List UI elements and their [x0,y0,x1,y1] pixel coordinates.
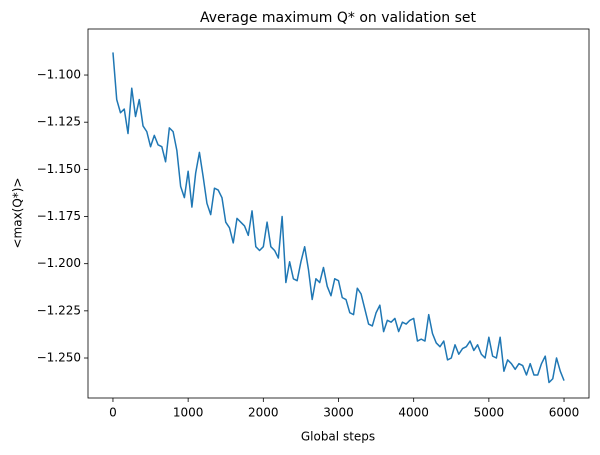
y-axis-label: <max(Q*)> [11,177,25,248]
x-tick-label: 4000 [398,406,429,420]
x-tick-label: 6000 [549,406,580,420]
y-tick-label: −1.125 [37,115,81,129]
chart-title: Average maximum Q* on validation set [200,10,477,26]
y-tick-label: −1.100 [37,68,81,82]
y-tick-label: −1.175 [37,209,81,223]
y-tick-label: −1.250 [37,351,81,365]
y-tick-label: −1.200 [37,256,81,270]
line-series [112,52,565,384]
plot-frame [87,28,590,399]
x-tick-label: 2000 [248,406,279,420]
x-tick-label: 5000 [474,406,505,420]
x-tick-label: 0 [109,406,117,420]
y-tick-label: −1.150 [37,162,81,176]
x-tick-label: 3000 [323,406,354,420]
x-tick-label: 1000 [173,406,204,420]
y-tick-label: −1.225 [37,303,81,317]
x-axis-label: Global steps [301,430,375,444]
